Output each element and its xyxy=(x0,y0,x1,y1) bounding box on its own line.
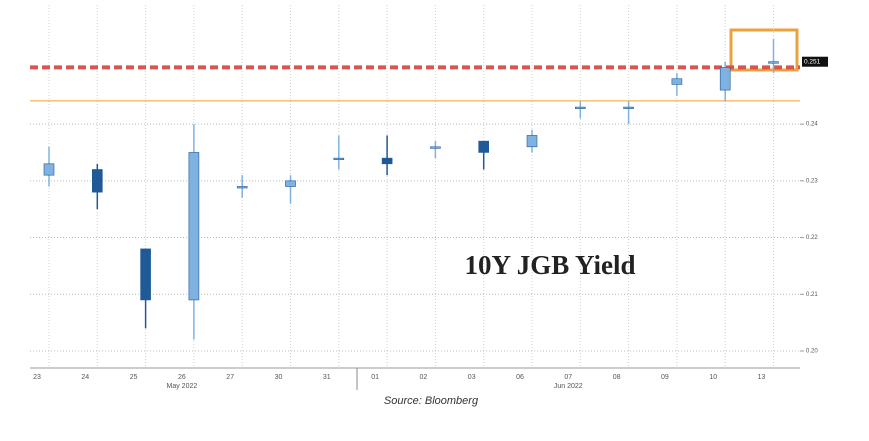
candle-body xyxy=(768,61,779,64)
last-value-box xyxy=(802,56,828,67)
x-tick-label: 09 xyxy=(661,374,669,381)
x-tick-label: 30 xyxy=(275,374,283,381)
candle-body xyxy=(623,106,634,109)
candle-body xyxy=(188,152,200,301)
y-tick-label: 0.24 xyxy=(806,122,818,128)
candle-body xyxy=(333,157,345,160)
highlight-box xyxy=(729,28,799,72)
candle-body xyxy=(381,157,393,165)
month-label: May 2022 xyxy=(167,383,198,390)
x-tick-label: 08 xyxy=(613,374,621,381)
candle-body xyxy=(478,140,490,153)
x-tick-label: 07 xyxy=(564,374,572,381)
candle-body xyxy=(43,163,55,176)
x-tick-label: 23 xyxy=(33,374,41,381)
candle-body xyxy=(574,106,586,109)
x-tick-label: 01 xyxy=(371,374,379,381)
month-label: Jun 2022 xyxy=(554,383,583,390)
x-tick-label: 13 xyxy=(758,374,766,381)
x-tick-label: 02 xyxy=(420,374,428,381)
last-value-label: 0.251 xyxy=(804,58,821,65)
candle-body xyxy=(285,180,296,187)
candle-body xyxy=(719,67,731,91)
x-tick-label: 25 xyxy=(130,374,138,381)
chart-title: 10Y JGB Yield xyxy=(464,250,635,280)
y-tick-label: 0.23 xyxy=(806,178,818,184)
x-tick-label: 24 xyxy=(81,374,89,381)
x-tick-label: 26 xyxy=(178,374,186,381)
x-tick-label: 03 xyxy=(468,374,476,381)
candle-body xyxy=(236,186,248,189)
y-tick-label: 0.21 xyxy=(806,292,818,298)
candle-body xyxy=(140,248,151,301)
x-tick-label: 10 xyxy=(709,374,717,381)
source: Source: Bloomberg xyxy=(384,395,479,407)
candle-body xyxy=(430,146,441,149)
x-tick-label: 06 xyxy=(516,374,524,381)
candle-body xyxy=(671,78,683,85)
candle-body xyxy=(526,135,538,148)
candle-body xyxy=(92,169,103,193)
x-tick-label: 31 xyxy=(323,374,331,381)
y-tick-label: 0.22 xyxy=(806,235,818,241)
y-tick-label: 0.20 xyxy=(806,349,818,355)
x-tick-label: 27 xyxy=(226,374,234,381)
